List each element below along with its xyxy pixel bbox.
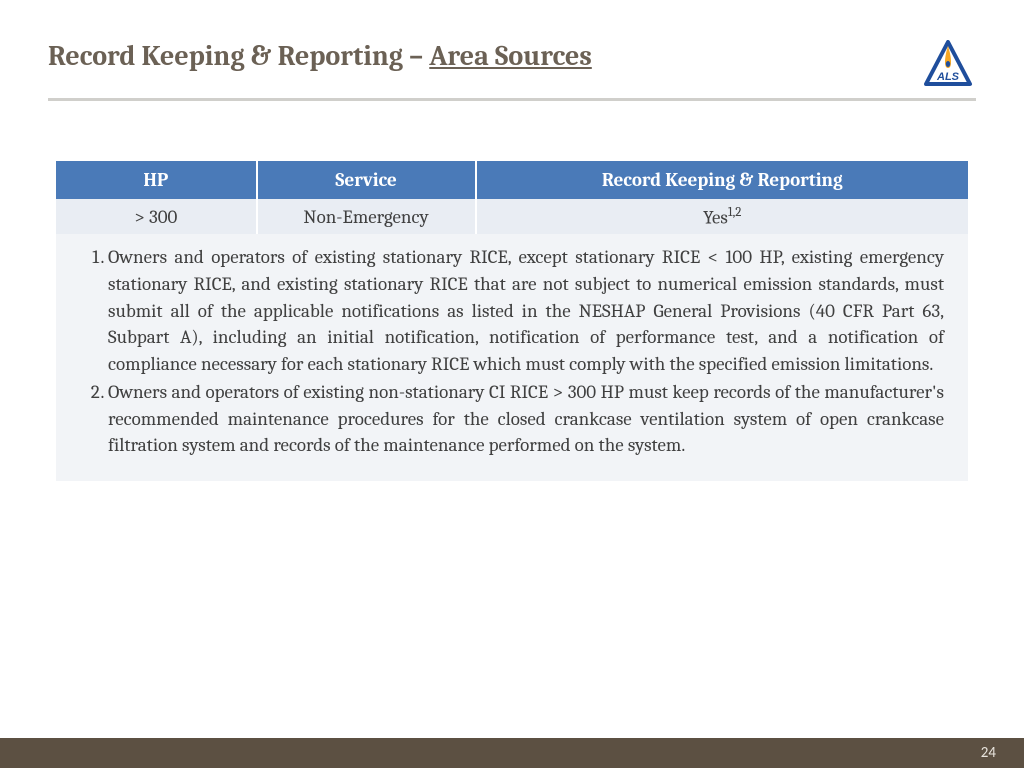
- page-title: Record Keeping & Reporting – Area Source…: [48, 40, 592, 72]
- svg-text:ALS: ALS: [936, 71, 960, 83]
- footer: 24: [0, 738, 1024, 768]
- col-header-record: Record Keeping & Reporting: [476, 161, 969, 199]
- note-item: Owners and operators of existing non-sta…: [108, 379, 944, 459]
- notes-list: Owners and operators of existing station…: [80, 244, 944, 459]
- record-superscript: 1,2: [728, 205, 742, 220]
- als-logo: ALS: [920, 40, 976, 90]
- header: Record Keeping & Reporting – Area Source…: [48, 40, 976, 101]
- cell-record: Yes1,2: [476, 199, 969, 234]
- cell-service: Non-Emergency: [257, 199, 476, 234]
- note-item: Owners and operators of existing station…: [108, 244, 944, 377]
- cell-hp: > 300: [56, 199, 257, 234]
- page-number: 24: [981, 744, 996, 762]
- slide: Record Keeping & Reporting – Area Source…: [0, 0, 1024, 768]
- record-keeping-table: HP Service Record Keeping & Reporting > …: [56, 161, 968, 481]
- table-header-row: HP Service Record Keeping & Reporting: [56, 161, 968, 199]
- table-row: > 300 Non-Emergency Yes1,2: [56, 199, 968, 234]
- title-prefix: Record Keeping & Reporting –: [48, 40, 429, 72]
- title-underlined: Area Sources: [429, 40, 592, 72]
- notes-cell: Owners and operators of existing station…: [56, 234, 968, 481]
- table-notes-row: Owners and operators of existing station…: [56, 234, 968, 481]
- record-value: Yes: [703, 206, 728, 228]
- col-header-service: Service: [257, 161, 476, 199]
- table-container: HP Service Record Keeping & Reporting > …: [56, 161, 968, 481]
- col-header-hp: HP: [56, 161, 257, 199]
